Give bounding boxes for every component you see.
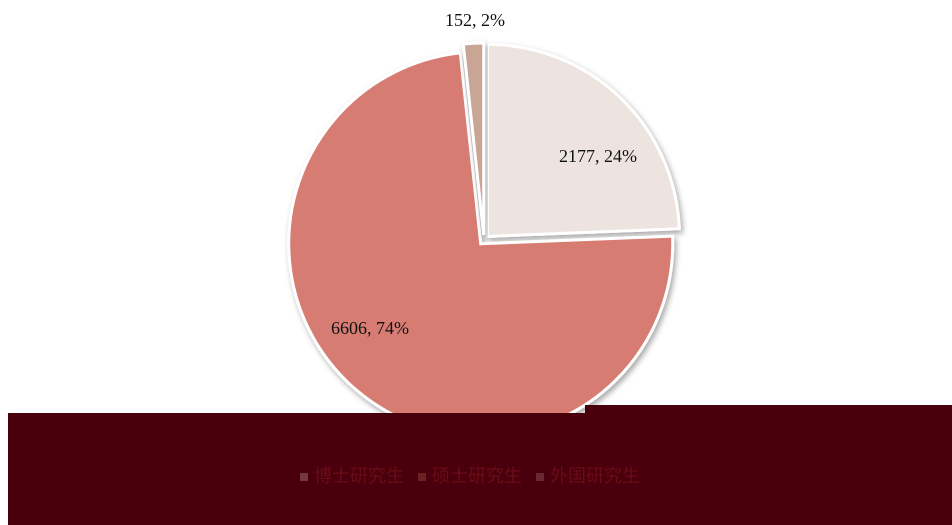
pie-slice (461, 41, 486, 236)
legend: 博士研究生 硕士研究生 外国研究生 (300, 466, 640, 486)
pie: 2177, 24% 6606, 74% 152, 2% (287, 10, 681, 438)
data-label: 152, 2% (445, 10, 505, 30)
legend-label: 博士研究生 (314, 466, 404, 486)
legend-swatch (300, 473, 308, 481)
data-label: 6606, 74% (331, 318, 409, 338)
legend-label: 外国研究生 (550, 466, 640, 486)
pie-slice (287, 51, 675, 438)
legend-label: 硕士研究生 (432, 466, 522, 486)
data-label: 2177, 24% (559, 146, 637, 166)
pie-slice (485, 42, 681, 238)
legend-swatch (418, 473, 426, 481)
overlay-band (8, 405, 952, 525)
legend-swatch (536, 473, 544, 481)
